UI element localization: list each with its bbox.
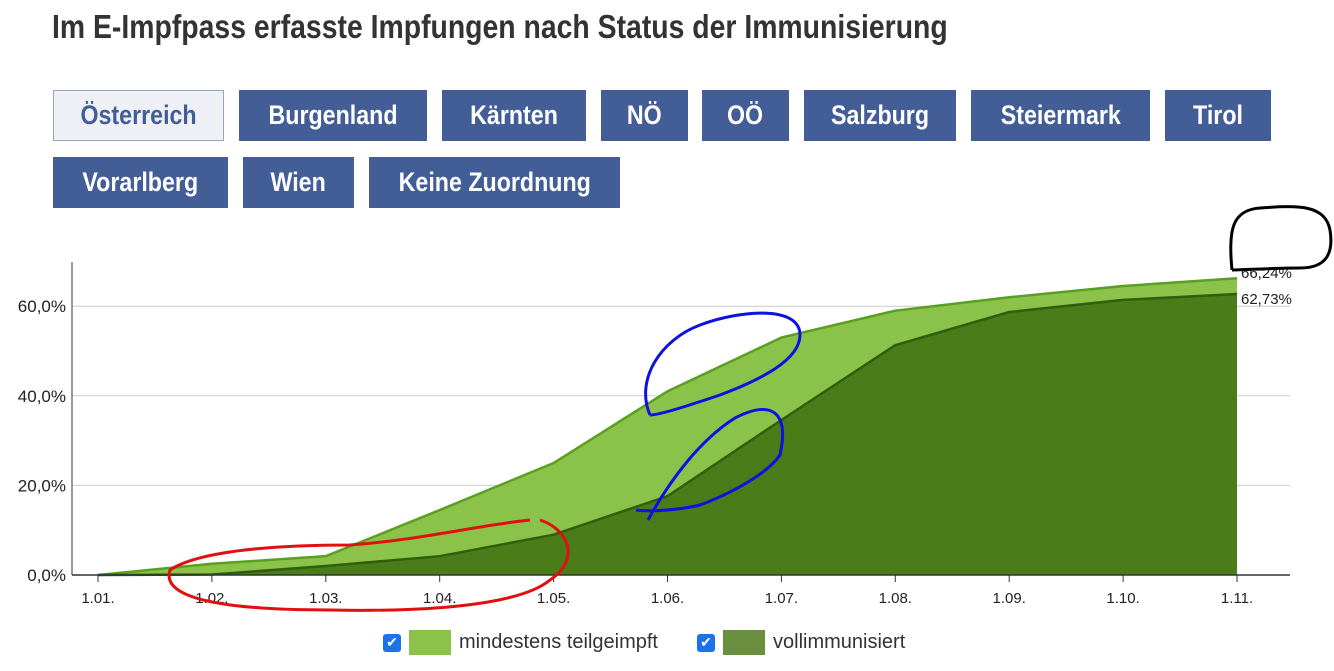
x-tick-label: 1.11. [1221,590,1253,607]
legend-label: mindestens teilgeimpft [459,631,658,653]
checkbox-icon[interactable]: ✔ [697,633,715,652]
region-button-label: Steiermark [1000,100,1121,130]
legend-item-teil[interactable]: ✔ mindestens teilgeimpft [383,630,658,655]
region-button-label: Burgenland [268,100,398,130]
y-tick-label: 0,0% [27,566,66,585]
region-button[interactable]: Österreich [53,90,224,141]
region-button-label: NÖ [627,100,662,130]
x-tick-label: 1.08. [879,590,912,607]
y-tick-label: 40,0% [18,387,66,406]
region-button[interactable]: Keine Zuordnung [369,157,620,208]
region-button[interactable]: Vorarlberg [53,157,228,208]
legend-label: vollimmunisiert [773,631,906,653]
region-button-label: OÖ [727,100,764,130]
region-button[interactable]: OÖ [702,90,789,141]
legend-item-voll[interactable]: ✔ vollimmunisiert [697,630,905,655]
legend-swatch [723,630,765,655]
annotation-blue-circle [644,311,802,417]
region-button[interactable]: NÖ [601,90,688,141]
region-button-label: Keine Zuordnung [398,167,591,197]
x-tick-label: 1.03. [309,590,342,607]
x-tick-label: 1.06. [651,590,684,607]
x-tick-label: 1.10. [1106,590,1139,607]
region-button-label: Wien [270,167,327,197]
region-button-label: Tirol [1193,100,1243,130]
x-tick-label: 1.07. [765,590,798,607]
legend-swatch [409,630,451,655]
region-button[interactable]: Burgenland [239,90,427,141]
series-area-1 [98,293,1237,575]
region-button[interactable]: Kärnten [442,90,586,141]
region-button-label: Vorarlberg [82,167,199,197]
checkbox-icon[interactable]: ✔ [383,633,401,652]
x-tick-label: 1.01. [81,590,114,607]
x-tick-label: 1.04. [423,590,456,607]
annotation-black-circle [1229,205,1333,272]
y-tick-label: 60,0% [18,297,66,316]
annotation-blue-circle [635,408,785,521]
x-tick-label: 1.09. [993,590,1026,607]
region-button-label: Kärnten [470,100,558,130]
region-button[interactable]: Salzburg [804,90,956,141]
annotation-red-circle [167,518,570,612]
region-button[interactable]: Steiermark [971,90,1150,141]
region-button[interactable]: Wien [243,157,354,208]
region-button-label: Österreich [80,100,197,130]
region-button[interactable]: Tirol [1165,90,1271,141]
x-tick-label: 1.05. [537,590,570,607]
y-tick-label: 20,0% [18,476,66,495]
region-button-label: Salzburg [830,100,930,130]
page-title: Im E-Impfpass erfasste Impfungen nach St… [52,8,948,45]
end-label: 62,73% [1241,291,1292,308]
